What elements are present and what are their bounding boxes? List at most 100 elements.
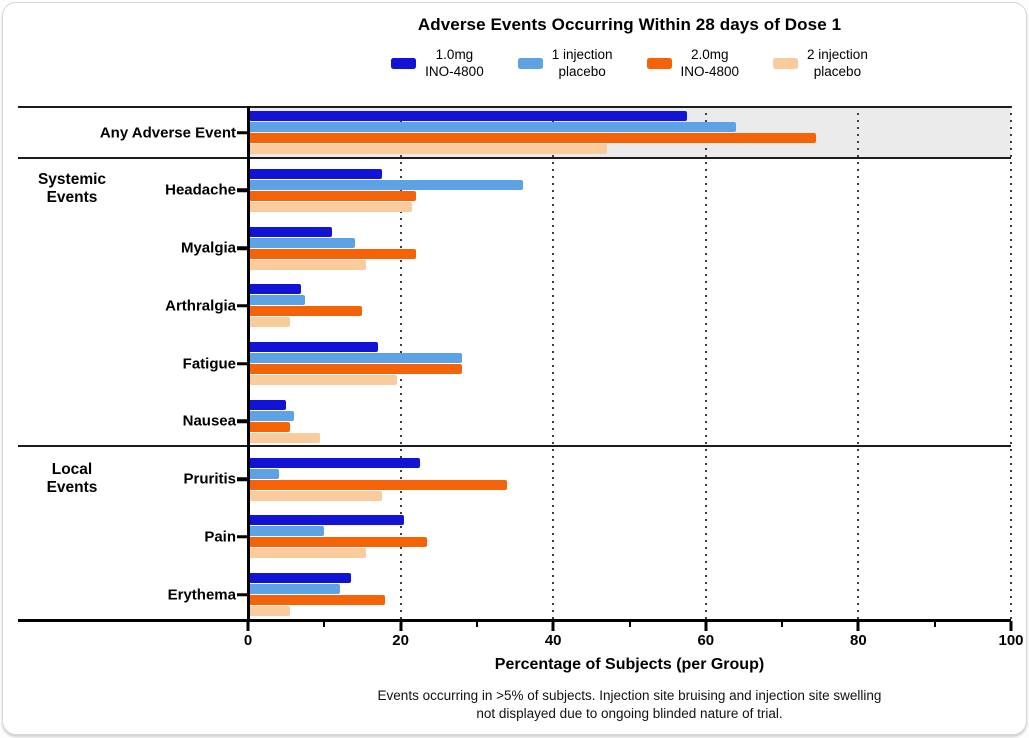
legend-label-line: placebo <box>558 63 606 79</box>
bar <box>248 537 428 548</box>
x-tick-label: 100 <box>998 632 1024 649</box>
bar <box>248 226 332 237</box>
bar <box>248 410 294 421</box>
gridline-40 <box>552 106 555 621</box>
legend-swatch-dark-blue <box>391 58 417 69</box>
bar <box>248 548 367 559</box>
bar <box>248 168 382 179</box>
bar <box>248 468 279 479</box>
x-tick-minor <box>933 621 936 627</box>
x-tick-minor <box>781 621 784 627</box>
section-label-systemic-events: Systemic Events <box>17 171 127 207</box>
x-tick-major <box>399 621 403 631</box>
bar <box>248 259 367 270</box>
bar <box>248 595 386 605</box>
chart-title: Adverse Events Occurring Within 28 days … <box>417 15 842 34</box>
y-axis-tick <box>237 477 247 481</box>
x-tick-major <box>704 621 708 631</box>
bar <box>248 133 817 143</box>
bar <box>248 573 351 583</box>
gridline-60 <box>704 106 707 621</box>
bar <box>248 457 420 468</box>
footnote-line-1: Events occurring in >5% of subjects. Inj… <box>377 688 882 703</box>
bar <box>248 432 321 443</box>
bar <box>248 237 355 248</box>
section-label-line: Events <box>46 479 98 496</box>
y-axis-tick <box>237 188 247 192</box>
legend-swatch-peach <box>773 58 799 69</box>
bar <box>248 342 378 352</box>
legend-label-line: INO-4800 <box>425 63 484 79</box>
bar <box>248 306 363 317</box>
legend-label-line: 1.0mg <box>435 47 474 62</box>
y-axis-tick <box>237 246 247 250</box>
x-tick-label: 0 <box>243 632 253 649</box>
x-tick-label: 20 <box>392 632 409 649</box>
legend-label-line: 1 injection <box>551 47 613 62</box>
x-axis-line <box>18 619 1011 622</box>
bar <box>248 399 287 410</box>
bar <box>248 248 416 259</box>
bar <box>248 122 737 132</box>
x-axis-title: Percentage of Subjects (per Group) <box>494 656 765 673</box>
category-label: Nausea <box>182 412 236 430</box>
section-label-local-events: Local Events <box>17 461 127 497</box>
x-tick-label: 60 <box>697 632 715 649</box>
legend-item-1mg-ino4800: 1.0mg INO-4800 <box>391 47 484 80</box>
legend-label-line: 2 injection <box>807 47 868 62</box>
gridline-80 <box>857 106 860 621</box>
bar <box>248 190 416 201</box>
legend-swatch-light-blue <box>517 58 543 69</box>
bar <box>248 284 302 295</box>
bar <box>248 295 306 306</box>
legend-item-2mg-ino4800: 2.0mg INO-4800 <box>646 47 740 80</box>
bar <box>248 317 290 328</box>
category-label: Headache <box>165 181 236 199</box>
separator-top <box>18 106 1011 108</box>
y-axis-tick <box>237 130 247 135</box>
bar <box>248 201 413 212</box>
x-tick-major <box>1009 621 1013 631</box>
section-label-line: Systemic <box>37 171 107 188</box>
legend-item-1-injection-placebo: 1 injection placebo <box>517 47 613 80</box>
y-axis-tick <box>237 419 247 423</box>
bar <box>248 144 607 154</box>
separator-after-systemic-events <box>18 445 1011 447</box>
x-tick-label: 80 <box>850 632 867 649</box>
bar <box>248 606 290 616</box>
bar <box>248 111 687 121</box>
x-tick-major <box>246 621 250 631</box>
bar <box>248 375 397 385</box>
legend-label-line: placebo <box>813 63 862 79</box>
legend-label-line: 2.0mg <box>691 47 729 62</box>
y-axis-tick <box>237 304 247 308</box>
y-axis-tick <box>237 535 247 539</box>
legend: 1.0mg INO-4800 1 injection placebo 2.0mg IN… <box>248 47 1011 80</box>
x-tick-minor <box>628 621 631 627</box>
category-label: Erythema <box>167 586 236 603</box>
y-axis-tick <box>237 592 247 597</box>
category-label: Fatigue <box>182 355 236 372</box>
section-label-line: Events <box>46 189 98 206</box>
plot-area <box>248 106 1012 621</box>
legend-item-2-injection-placebo: 2 injection placebo <box>773 47 868 80</box>
bar <box>248 515 405 526</box>
bar <box>248 526 325 537</box>
gridline-20 <box>399 106 402 621</box>
bar <box>248 479 508 490</box>
category-label: Pruritis <box>183 470 236 488</box>
separator-after-any-adverse-event <box>18 157 1011 159</box>
x-tick-major <box>856 621 860 631</box>
bar <box>248 490 382 501</box>
x-tick-minor <box>475 621 478 627</box>
category-label: Myalgia <box>180 239 236 257</box>
bar <box>248 353 462 363</box>
x-tick-minor <box>323 621 326 627</box>
legend-label-line: INO-4800 <box>680 63 740 79</box>
bar <box>248 584 340 594</box>
bar <box>248 179 523 190</box>
x-tick-major <box>551 621 555 631</box>
category-label: Any Adverse Event <box>99 124 236 141</box>
bar <box>248 364 462 374</box>
